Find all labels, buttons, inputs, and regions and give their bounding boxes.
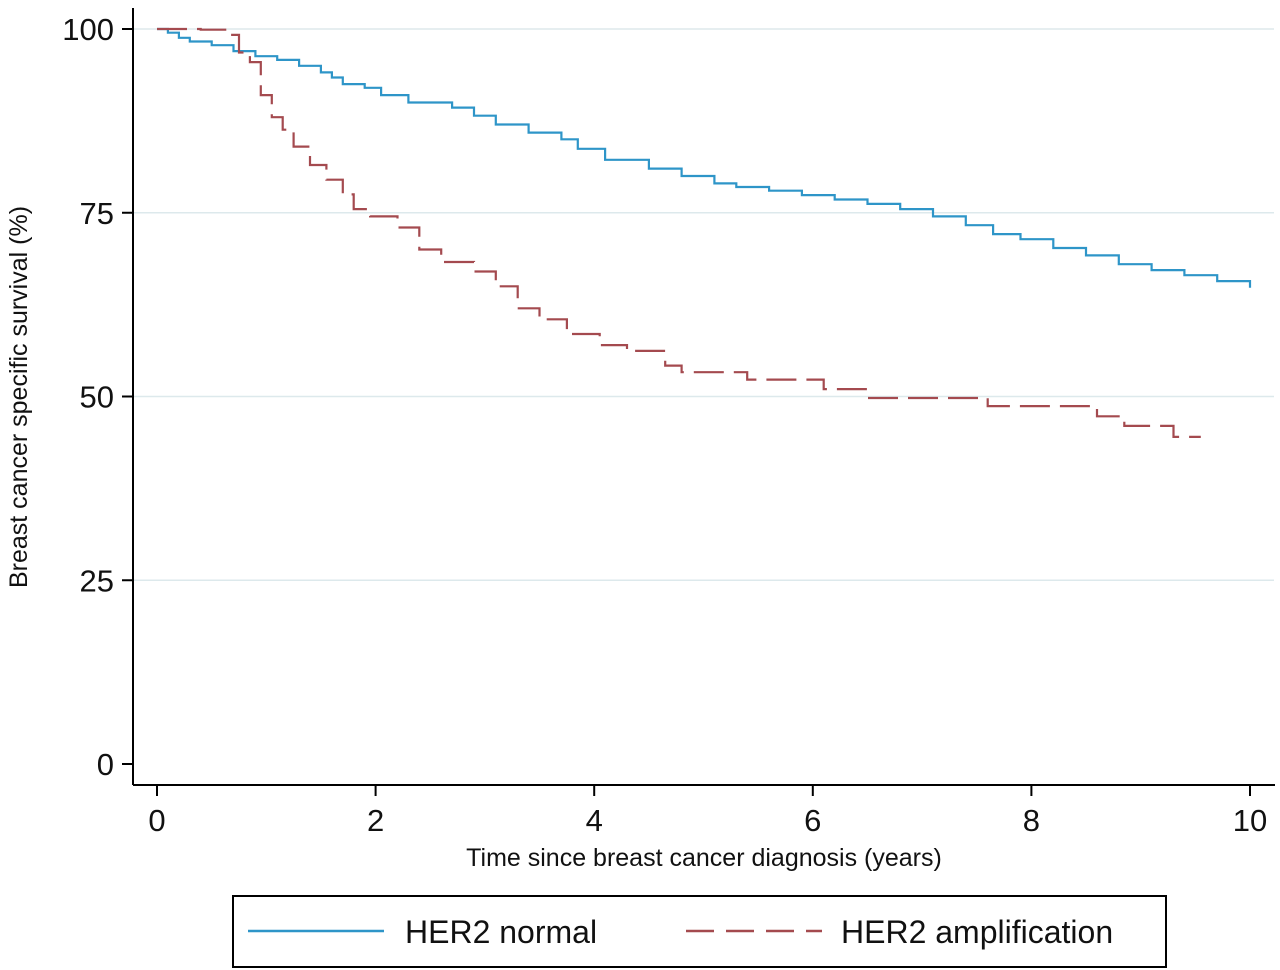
y-axis-ticks: 0 25 50 75 100 — [62, 12, 133, 782]
series-line-her2-amplification — [157, 27, 1201, 438]
x-tick-label-8: 8 — [1023, 803, 1040, 838]
legend: HER2 normal HER2 amplification — [232, 895, 1167, 968]
y-tick-label-100: 100 — [62, 12, 114, 47]
legend-label-her2-amplification: HER2 amplification — [841, 914, 1113, 950]
legend-label-her2-normal: HER2 normal — [405, 914, 597, 950]
x-tick-label-4: 4 — [586, 803, 603, 838]
y-tick-label-25: 25 — [80, 563, 114, 598]
x-tick-label-2: 2 — [367, 803, 384, 838]
x-axis-ticks: 0 2 4 6 8 10 — [148, 785, 1267, 838]
x-tick-label-6: 6 — [804, 803, 821, 838]
y-tick-label-75: 75 — [80, 196, 114, 231]
x-tick-label-10: 10 — [1233, 803, 1267, 838]
series-line-her2-normal — [157, 27, 1252, 288]
y-tick-label-0: 0 — [97, 747, 114, 782]
gridlines — [134, 28, 1274, 581]
series-layer — [157, 27, 1252, 438]
y-axis-title: Breast cancer specific survival (%) — [5, 206, 33, 588]
x-axis-title: Time since breast cancer diagnosis (year… — [466, 844, 942, 872]
y-tick-label-50: 50 — [80, 380, 114, 415]
x-tick-label-0: 0 — [148, 803, 165, 838]
